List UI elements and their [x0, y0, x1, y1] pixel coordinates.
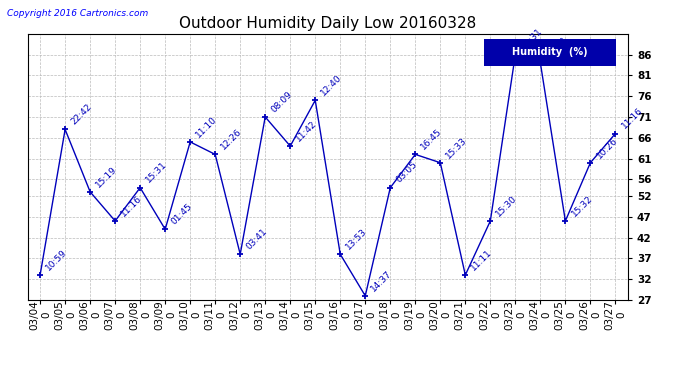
Text: 03/22
0: 03/22 0: [480, 300, 501, 330]
Text: 14:37: 14:37: [369, 268, 394, 293]
Text: 03/17
0: 03/17 0: [355, 300, 376, 330]
Text: 13:53: 13:53: [344, 227, 369, 252]
Text: 12:26: 12:26: [219, 127, 244, 152]
Text: Copyright 2016 Cartronics.com: Copyright 2016 Cartronics.com: [7, 9, 148, 18]
Text: 01:45: 01:45: [169, 202, 194, 226]
Text: 15:32: 15:32: [569, 194, 594, 218]
Text: 03/26
0: 03/26 0: [580, 300, 601, 330]
Text: 15:19: 15:19: [95, 164, 119, 189]
Text: 10:59: 10:59: [44, 248, 69, 272]
Text: 00:03: 00:03: [544, 35, 569, 60]
Text: 08:09: 08:09: [269, 90, 294, 114]
Text: 03/27
0: 03/27 0: [604, 300, 627, 330]
Text: 10:26: 10:26: [595, 135, 619, 160]
Title: Outdoor Humidity Daily Low 20160328: Outdoor Humidity Daily Low 20160328: [179, 16, 476, 31]
Text: 11:16: 11:16: [119, 194, 144, 218]
Text: 03:05: 03:05: [395, 160, 419, 185]
Text: 03/11
0: 03/11 0: [204, 300, 226, 330]
Text: 15:33: 15:33: [444, 135, 469, 160]
Text: 03/24
0: 03/24 0: [529, 300, 551, 330]
Text: 03/05
0: 03/05 0: [55, 300, 76, 330]
Text: 03/07
0: 03/07 0: [104, 300, 126, 330]
Text: 03/20
0: 03/20 0: [429, 300, 451, 330]
Text: 11:11: 11:11: [469, 248, 494, 272]
Text: 11:10: 11:10: [195, 114, 219, 139]
Text: 03/25
0: 03/25 0: [555, 300, 576, 330]
Text: 03/04
0: 03/04 0: [29, 300, 51, 330]
Text: 11:16: 11:16: [620, 106, 644, 131]
Text: 16:45: 16:45: [420, 127, 444, 152]
Text: 11:42: 11:42: [295, 119, 319, 143]
Text: 03/13
0: 03/13 0: [255, 300, 276, 330]
Text: 03/16
0: 03/16 0: [329, 300, 351, 330]
Text: 23:31: 23:31: [520, 27, 544, 52]
Text: 15:31: 15:31: [144, 160, 169, 185]
Text: 03/23
0: 03/23 0: [504, 300, 526, 330]
Text: 03/09
0: 03/09 0: [155, 300, 176, 330]
Text: 03/15
0: 03/15 0: [304, 300, 326, 330]
Text: 03/10
0: 03/10 0: [179, 300, 201, 330]
Text: 12:40: 12:40: [319, 73, 344, 98]
Text: 03/06
0: 03/06 0: [79, 300, 101, 330]
Text: 03:41: 03:41: [244, 227, 269, 252]
Text: 03/19
0: 03/19 0: [404, 300, 426, 330]
Text: 03/12
0: 03/12 0: [229, 300, 251, 330]
Text: 03/14
0: 03/14 0: [279, 300, 301, 330]
Text: 03/18
0: 03/18 0: [380, 300, 401, 330]
Text: 22:42: 22:42: [69, 102, 94, 127]
Text: 15:30: 15:30: [495, 194, 519, 218]
Text: 03/08
0: 03/08 0: [129, 300, 151, 330]
Text: 03/21
0: 03/21 0: [455, 300, 476, 330]
